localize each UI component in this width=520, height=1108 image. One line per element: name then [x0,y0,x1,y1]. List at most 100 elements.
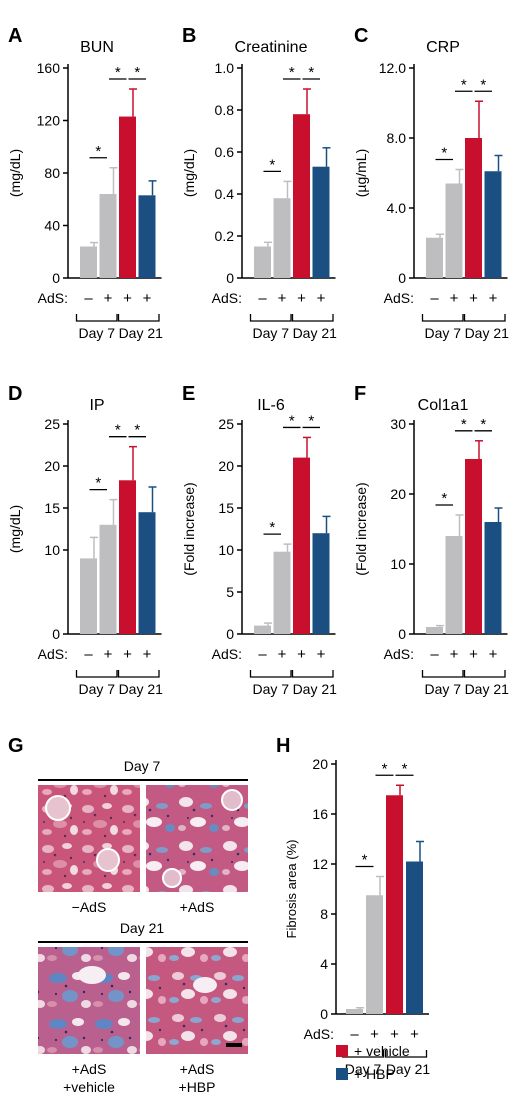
bar [426,627,443,634]
legend: + vehicle + HBP [336,1043,410,1082]
plot-area-c: 04.08.012.0(µg/mL) ** *AdS: – + + +Day 7 Day 21 [353,60,509,341]
significance-star: * [115,422,121,439]
ads-sign: + [489,646,498,663]
y-axis-label: Fibrosis area (%) [284,840,299,939]
y-axis-label: (mg/dL) [181,149,197,197]
tubule-lumen-shape [78,966,106,984]
significance-star: * [134,64,140,81]
chart-title-e: IL-6 [257,397,285,414]
significance-star: * [461,416,467,433]
y-tick-label: 0 [52,270,60,286]
bar [366,895,383,1014]
group-bracket-day21 [463,670,506,678]
group-label-day21: Day 21 [293,681,338,697]
group-label-day7: Day 7 [252,681,289,697]
panel-letter-c: C [354,25,368,47]
scale-bar [226,1043,242,1047]
group-bracket-day7 [249,314,292,322]
group-bracket-day21 [291,314,334,322]
significance-star: * [362,852,368,869]
panel-letter-h: H [276,735,290,757]
ads-row-label: AdS: [384,646,414,662]
y-tick-label: 0.8 [215,102,235,118]
legend-label-vehicle: + vehicle [354,1043,410,1059]
y-tick-label: 1.0 [215,60,235,76]
ads-sign: + [317,290,326,307]
ads-sign: – [430,290,439,307]
bar [119,116,136,278]
bar [138,195,156,278]
y-tick-label: 25 [218,416,234,432]
group-bracket-day21 [384,1050,428,1058]
group-label-day21: Day 21 [386,1061,431,1077]
group-label-day7: Day 7 [78,325,115,341]
caption-vehicle-line2: +vehicle [63,1079,115,1095]
chart-panel-e: E IL-6 0 5 10 15 20 25 (Fold increase) * * * AdS: –… [181,383,337,697]
y-tick-label: 16 [312,806,328,822]
ads-sign: + [390,1026,399,1043]
group-bracket-day7 [421,314,464,322]
y-tick-label: 0 [398,270,406,286]
bar [99,524,117,634]
bar [484,171,502,278]
group-label-day21: Day 21 [119,681,164,697]
ads-sign: + [370,1026,379,1043]
y-tick-label: 0 [52,626,60,642]
group-bracket-day7 [249,670,292,678]
y-axis-label: (Fold increase) [353,482,369,575]
y-tick-label: 0.2 [215,228,235,244]
ads-row-label: AdS: [212,290,242,306]
ads-sign: + [450,290,459,307]
ads-sign: + [143,646,152,663]
glomerulus-shape [221,789,243,811]
y-tick-label: 8 [320,906,328,922]
day21-label: Day 21 [120,920,165,936]
chart-title-d: IP [89,397,104,414]
glomerulus-shape [45,795,71,821]
bar [386,795,403,1014]
significance-star: * [95,143,101,160]
significance-star: * [269,519,275,536]
caption-minus-ads: −AdS [72,899,107,915]
ads-sign: – [258,646,267,663]
significance-star: * [289,412,295,429]
significance-star: * [441,145,447,162]
group-bracket-day7 [75,314,118,322]
y-tick-label: 160 [37,60,61,76]
significance-star: * [441,490,447,507]
group-label-day7: Day 7 [424,681,461,697]
y-tick-label: 0 [226,270,234,286]
significance-star: * [382,760,388,777]
group-label-day7: Day 7 [78,681,115,697]
group-bracket-day21 [117,670,160,678]
y-tick-label: 4.0 [387,200,407,216]
histology-panel: G Day 7 −AdS +AdS Day 21 +AdS +vehicle +… [8,735,248,1095]
y-axis-label: (µg/mL) [353,149,369,198]
group-bracket-day21 [463,314,506,322]
bar [80,246,97,278]
significance-star: * [289,64,295,81]
caption-hbp-line2: +HBP [179,1079,216,1095]
bar [445,536,463,634]
ads-sign: + [104,290,113,307]
significance-star: * [269,156,275,173]
panel-letter-a: A [8,25,22,47]
glomerulus-shape [96,848,120,872]
group-label-day7: Day 7 [424,325,461,341]
ads-row-label: AdS: [384,290,414,306]
significance-star: * [115,64,121,81]
bar [99,194,117,278]
y-tick-label: 20 [390,486,406,502]
y-tick-label: 10 [390,556,406,572]
group-label-day7: Day 7 [345,1061,382,1077]
panel-letter-g: G [8,735,24,757]
bar [119,480,136,634]
ads-sign: – [84,290,93,307]
